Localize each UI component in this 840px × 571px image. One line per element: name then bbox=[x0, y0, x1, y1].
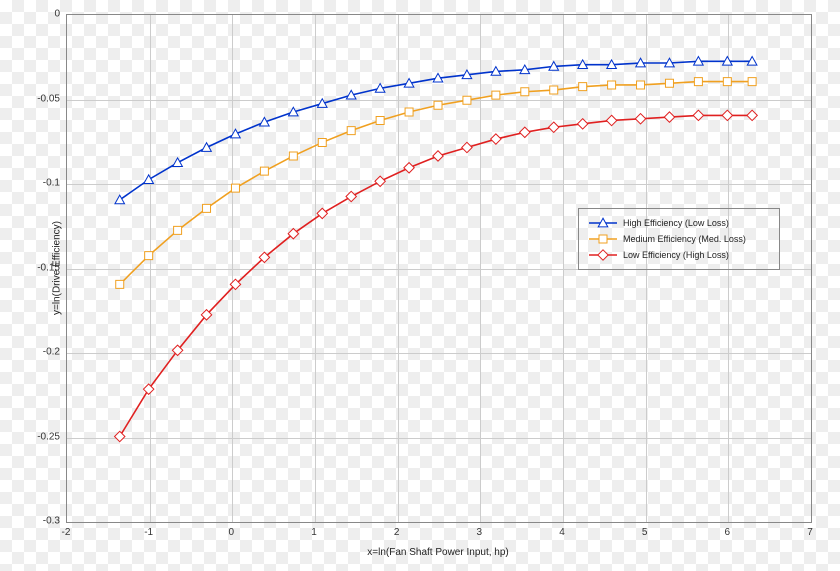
legend-label-low: Low Efficiency (High Loss) bbox=[623, 250, 729, 260]
legend-swatch-low bbox=[589, 249, 617, 261]
gridline-horizontal bbox=[67, 438, 811, 439]
legend-swatch-medium bbox=[589, 233, 617, 245]
x-tick-label: 3 bbox=[477, 527, 483, 538]
x-tick-label: 7 bbox=[807, 527, 813, 538]
chart-legend: High Efficiency (Low Loss) Medium Efficie… bbox=[578, 208, 780, 270]
legend-item-low: Low Efficiency (High Loss) bbox=[589, 247, 769, 263]
y-tick-label: 0 bbox=[30, 9, 60, 20]
gridline-horizontal bbox=[67, 100, 811, 101]
y-tick-label: -0.2 bbox=[30, 347, 60, 358]
x-tick-label: 5 bbox=[642, 527, 648, 538]
y-tick-label: -0.1 bbox=[30, 178, 60, 189]
legend-item-medium: Medium Efficiency (Med. Loss) bbox=[589, 231, 769, 247]
x-tick-label: 0 bbox=[229, 527, 235, 538]
legend-item-high: High Efficiency (Low Loss) bbox=[589, 215, 769, 231]
y-tick-label: -0.05 bbox=[30, 93, 60, 104]
gridline-horizontal bbox=[67, 184, 811, 185]
gridline-horizontal bbox=[67, 353, 811, 354]
legend-label-high: High Efficiency (Low Loss) bbox=[623, 218, 729, 228]
x-axis-label: x=ln(Fan Shaft Power Input, hp) bbox=[367, 547, 508, 558]
x-tick-label: 6 bbox=[725, 527, 731, 538]
x-tick-label: -2 bbox=[62, 527, 71, 538]
x-tick-label: 1 bbox=[311, 527, 317, 538]
legend-label-medium: Medium Efficiency (Med. Loss) bbox=[623, 234, 746, 244]
y-tick-label: -0.15 bbox=[30, 262, 60, 273]
x-tick-label: -1 bbox=[144, 527, 153, 538]
x-tick-label: 2 bbox=[394, 527, 400, 538]
y-tick-label: -0.25 bbox=[30, 431, 60, 442]
x-tick-label: 4 bbox=[559, 527, 565, 538]
y-tick-label: -0.3 bbox=[30, 516, 60, 527]
legend-swatch-high bbox=[589, 217, 617, 229]
